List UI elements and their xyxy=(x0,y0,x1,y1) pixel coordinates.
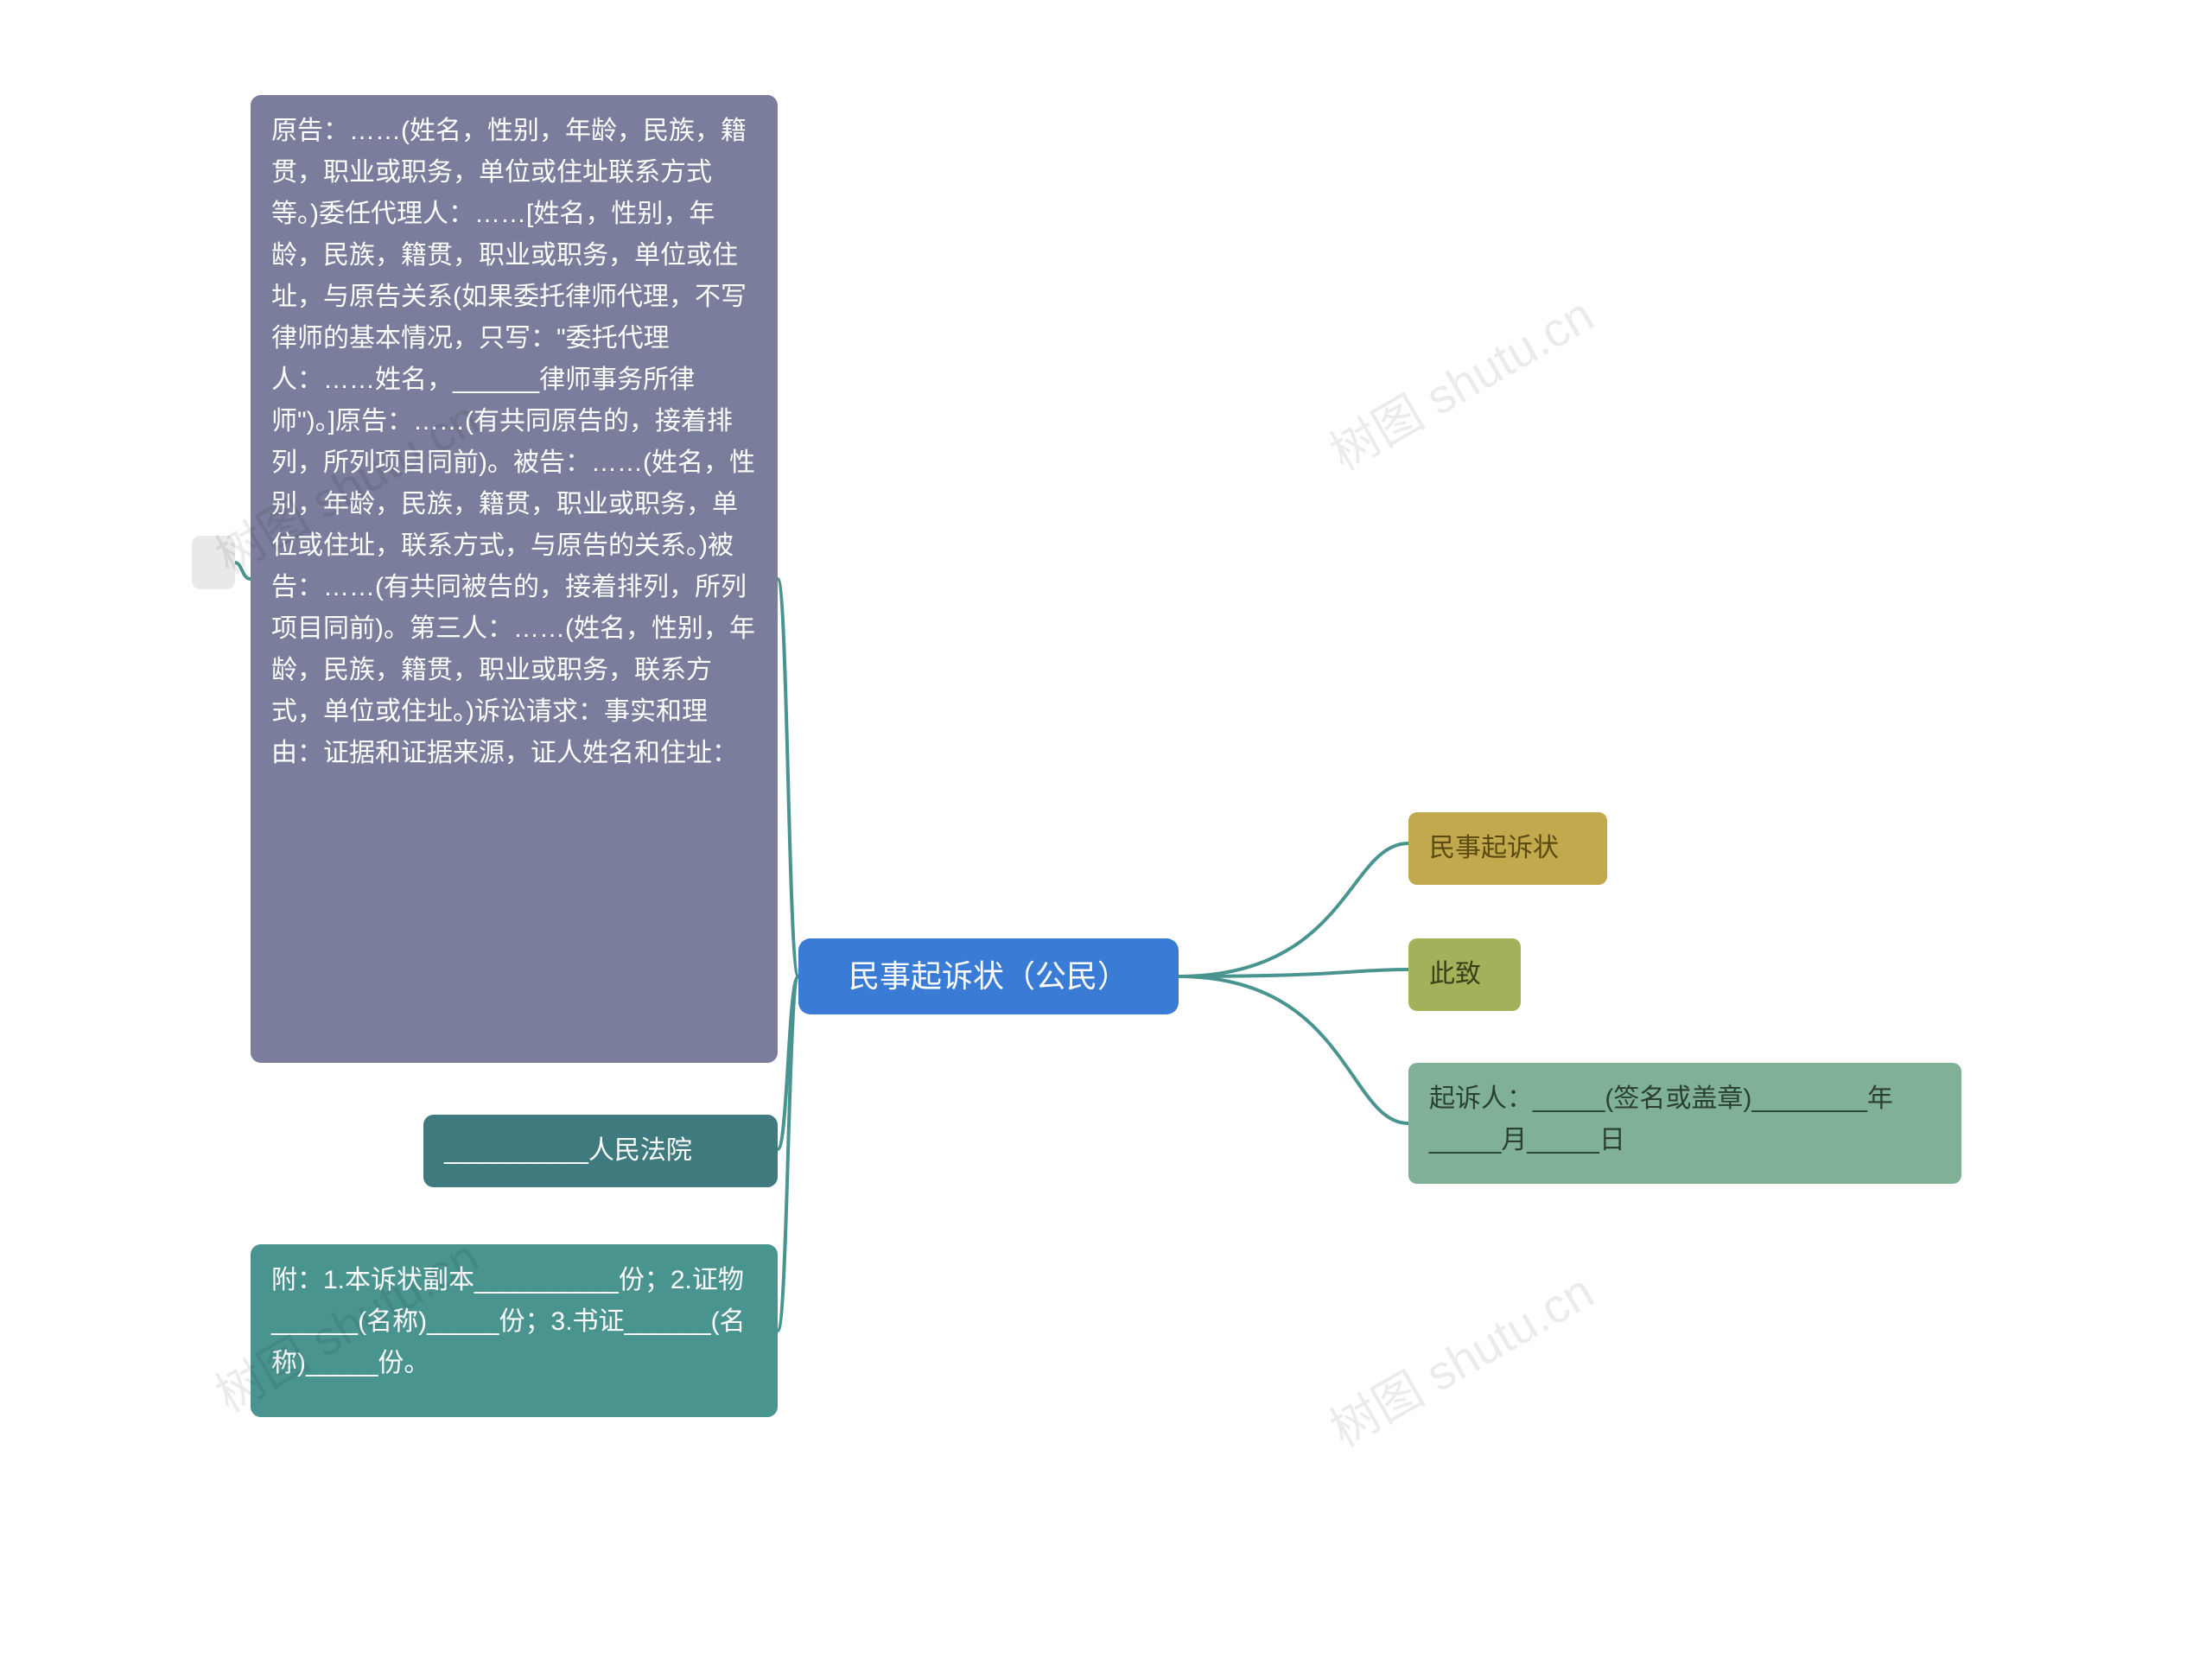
connector xyxy=(235,563,251,579)
collapsed-stub[interactable] xyxy=(192,536,235,589)
connector xyxy=(1179,970,1408,976)
court-block[interactable]: __________人民法院 xyxy=(423,1115,778,1187)
court-block-text: __________人民法院 xyxy=(444,1130,692,1172)
plaintiff-block[interactable]: 原告：……(姓名，性别，年龄，民族，籍贯，职业或职务，单位或住址联系方式等。)委… xyxy=(251,95,778,1063)
cizhi-block[interactable]: 此致 xyxy=(1408,938,1521,1011)
signature-block-text: 起诉人：_____(签名或盖章)________年_____月_____日 xyxy=(1429,1078,1941,1161)
attachment-block[interactable]: 附：1.本诉状副本__________份；2.证物______(名称)_____… xyxy=(251,1244,778,1417)
attachment-block-text: 附：1.本诉状副本__________份；2.证物______(名称)_____… xyxy=(271,1260,757,1384)
connector xyxy=(778,579,798,976)
cizhi-block-text: 此致 xyxy=(1429,954,1481,995)
title-block-text: 民事起诉状 xyxy=(1429,828,1559,869)
center-node[interactable]: 民事起诉状（公民） xyxy=(798,938,1179,1014)
watermark: 树图 shutu.cn xyxy=(1315,277,1604,485)
signature-block[interactable]: 起诉人：_____(签名或盖章)________年_____月_____日 xyxy=(1408,1063,1961,1184)
connector xyxy=(778,976,798,1331)
connector xyxy=(778,976,798,1149)
watermark: 树图 shutu.cn xyxy=(1315,1254,1604,1461)
plaintiff-block-text: 原告：……(姓名，性别，年龄，民族，籍贯，职业或职务，单位或住址联系方式等。)委… xyxy=(271,111,757,774)
connector xyxy=(1179,976,1408,1123)
title-block[interactable]: 民事起诉状 xyxy=(1408,812,1607,885)
connector xyxy=(1179,843,1408,976)
center-node-text: 民事起诉状（公民） xyxy=(849,951,1128,1001)
